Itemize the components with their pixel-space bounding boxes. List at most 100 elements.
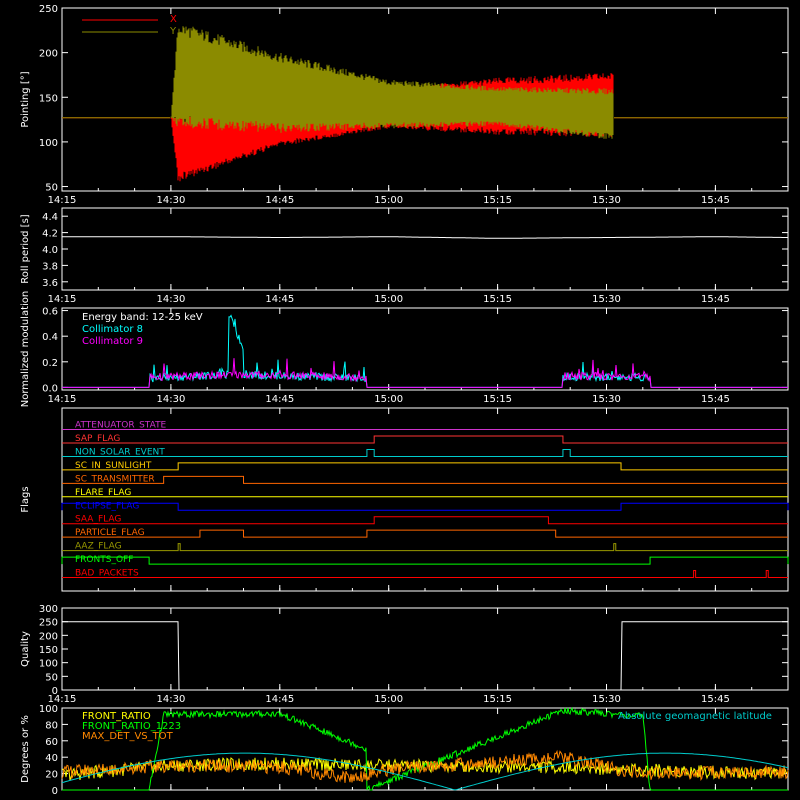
legend-label: Collimator 8 (82, 324, 143, 335)
series-envelope (170, 26, 614, 139)
x-tick-label: 15:00 (374, 694, 403, 705)
flag-line (62, 435, 788, 444)
y-tick-label: 60 (45, 737, 58, 748)
x-tick-label: 15:30 (592, 294, 621, 305)
flag-label: ECLIPSE_FLAG (75, 501, 139, 511)
flag-label: SC_IN_SUNLIGHT (75, 461, 152, 471)
y-tick-label: 200 (39, 631, 58, 642)
y-axis-label: Pointing [°] (20, 71, 31, 127)
series-line (62, 706, 788, 791)
series-line (62, 621, 788, 691)
energy-band-annotation: Energy band: 12-25 keV (82, 312, 203, 323)
flag-line (62, 475, 788, 484)
x-tick-label: 14:45 (265, 195, 294, 206)
legend-label: Collimator 9 (82, 336, 143, 347)
x-tick-label: 15:30 (592, 394, 621, 405)
y-axis-label: Flags (20, 486, 31, 512)
x-tick-label: 14:15 (48, 394, 77, 405)
flag-label: ATTENUATOR_STATE (75, 421, 167, 431)
panel-6: 0 20 40 60 80 100 Degrees or % Absolute geomagn… (20, 704, 789, 797)
legend-label: FRONT_RATIO_1223 (82, 721, 181, 732)
x-tick-label: 14:45 (265, 294, 294, 305)
flag-line (62, 462, 788, 471)
series-line (62, 358, 788, 388)
x-tick-label: 14:30 (156, 694, 185, 705)
panel-5: 14:15 14:30 14:45 15:00 15:15 15:30 15:45 0 50 10… (20, 604, 789, 705)
y-tick-label: 0 (52, 786, 58, 797)
flag-label: FRONTS_OFF (75, 555, 133, 565)
x-tick-label: 15:45 (701, 195, 730, 206)
x-tick-label: 14:30 (156, 294, 185, 305)
x-tick-label: 14:30 (156, 394, 185, 405)
x-tick-label: 15:45 (701, 394, 730, 405)
flag-line (61, 502, 789, 511)
series-line (61, 749, 789, 783)
x-tick-label: 14:45 (265, 694, 294, 705)
flag-line (62, 529, 788, 538)
y-tick-label: 250 (39, 618, 58, 629)
legend-label: MAX_DET_VS_TOT (82, 731, 174, 742)
x-tick-label: 15:00 (374, 394, 403, 405)
y-tick-label: 150 (39, 93, 58, 104)
y-tick-label: 4.2 (42, 229, 58, 240)
y-tick-label: 4.4 (42, 212, 58, 223)
y-tick-label: 300 (39, 604, 58, 615)
flag-label: FLARE_FLAG (75, 488, 131, 498)
y-tick-label: 150 (39, 645, 58, 656)
x-tick-label: 15:00 (374, 294, 403, 305)
y-tick-label: 50 (45, 672, 58, 683)
y-tick-label: 40 (45, 753, 58, 764)
x-tick-label: 14:15 (48, 694, 77, 705)
panel-1: 14:15 14:30 14:45 15:00 15:15 15:30 15:45 50 100… (20, 4, 789, 206)
x-tick-label: 15:15 (483, 694, 512, 705)
y-tick-label: 100 (39, 704, 58, 715)
panel-4: Flags ATTENUATOR_STATE SAP_FLAG NON_SOLAR_E… (20, 407, 789, 592)
x-tick-label: 15:15 (483, 294, 512, 305)
y-tick-label: 0.4 (42, 332, 58, 343)
flag-label: SAA_FLAG (75, 515, 121, 525)
y-tick-label: 0.0 (42, 383, 58, 394)
y-axis-label: Normalized modulation (20, 291, 31, 408)
flag-label: AAZ_FLAG (75, 542, 122, 552)
y-tick-label: 250 (39, 4, 58, 15)
flag-line (61, 556, 789, 565)
geomagnetic-latitude-label: Absolute geomagnetic latitude (618, 711, 772, 722)
y-tick-label: 80 (45, 720, 58, 731)
flag-label: SAP_FLAG (75, 434, 120, 444)
flag-line (62, 516, 788, 525)
y-tick-label: 100 (39, 659, 58, 670)
x-tick-label: 15:15 (483, 195, 512, 206)
y-tick-label: 50 (45, 183, 58, 194)
flag-line (62, 448, 788, 457)
y-tick-label: 3.6 (42, 278, 58, 289)
x-tick-label: 15:30 (592, 195, 621, 206)
x-tick-label: 15:30 (592, 694, 621, 705)
panels-layer: 14:15 14:30 14:45 15:00 15:15 15:30 15:45 50 100… (20, 4, 789, 797)
flag-label: NON_SOLAR_EVENT (75, 447, 165, 457)
panel-3: 14:15 14:30 14:45 15:00 15:15 15:30 15:45 0.0 0.… (20, 291, 789, 408)
y-tick-label: 0.6 (42, 307, 58, 318)
geomagnetic-latitude-curve (61, 752, 789, 791)
y-axis-label: Quality (20, 631, 31, 667)
series-line (62, 236, 788, 239)
x-tick-label: 15:45 (701, 694, 730, 705)
y-tick-label: 20 (45, 770, 58, 781)
x-tick-label: 15:45 (701, 294, 730, 305)
legend-label: FRONT_RATIO (82, 711, 151, 722)
y-tick-label: 200 (39, 49, 58, 60)
panel-2: 14:15 14:30 14:45 15:00 15:15 15:30 15:45 3.6 3.… (20, 207, 789, 305)
y-tick-label: 3.8 (42, 261, 58, 272)
y-tick-label: 4.0 (42, 245, 58, 256)
y-tick-label: 0.2 (42, 358, 58, 369)
x-tick-label: 15:00 (374, 195, 403, 206)
flag-label: SC_TRANSMITTER (75, 474, 155, 484)
x-tick-label: 14:15 (48, 195, 77, 206)
legend-label: X (170, 14, 177, 25)
x-tick-label: 14:15 (48, 294, 77, 305)
flag-label: BAD_PACKETS (75, 569, 139, 579)
legend-label: Y (169, 26, 177, 37)
y-axis-label: Roll period [s] (20, 214, 31, 283)
flag-line (62, 570, 788, 579)
